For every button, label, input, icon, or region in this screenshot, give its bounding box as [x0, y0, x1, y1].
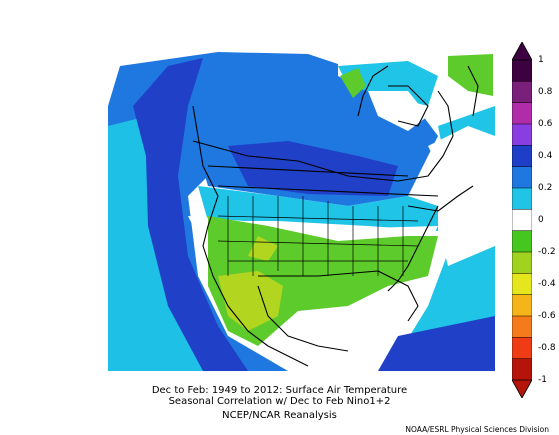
- caption-title: Dec to Feb: 1949 to 2012: Surface Air Te…: [151, 385, 408, 396]
- credit-text: NOAA/ESRL Physical Sciences Division: [405, 425, 549, 434]
- colorbar-tick-label: 0: [538, 215, 544, 225]
- colorbar-tick-label: -0.4: [538, 279, 556, 289]
- colorbar-tick-label: -0.8: [538, 343, 556, 353]
- colorbar-tick-label: 0.4: [538, 151, 553, 161]
- colorbar-segment: [512, 145, 532, 168]
- colorbar-tick-label: -0.2: [538, 247, 556, 257]
- colorbar-bottom-arrow: [512, 379, 532, 398]
- arctic-cyan: [338, 61, 438, 106]
- colorbar-segment: [512, 81, 532, 104]
- colorbar-tick-label: 0.6: [538, 119, 553, 129]
- atlantic-deep: [378, 316, 495, 371]
- coastlines: [192, 65, 479, 367]
- arctic-green: [340, 68, 366, 98]
- caption-subtitle: Seasonal Correlation w/ Dec to Feb Nino1…: [168, 396, 391, 407]
- colorbar-tick-label: 0.2: [538, 183, 553, 193]
- colorbar-segment: [512, 123, 532, 146]
- colorbar-segment: [512, 59, 532, 82]
- colorbar-tick-label: 1: [538, 55, 544, 65]
- caption-source: NCEP/NCAR Reanalysis: [222, 410, 337, 421]
- colorbar-tick-label: -0.6: [538, 311, 556, 321]
- arctic-green-2: [448, 54, 493, 96]
- colorbar-segment: [512, 273, 532, 296]
- colorbar-segment: [512, 166, 532, 189]
- colorbar-tick-label: -1: [538, 375, 547, 385]
- colorbar: [512, 42, 532, 398]
- colorbar-tick-label: 0.8: [538, 87, 553, 97]
- colorbar-segment: [512, 209, 532, 232]
- colorbar-segment: [512, 102, 532, 125]
- colorbar-segment: [512, 315, 532, 338]
- colorbar-segment: [512, 294, 532, 317]
- colorbar-segment: [512, 251, 532, 274]
- pacific-deep-band: [133, 58, 248, 371]
- colorbar-segment: [512, 230, 532, 253]
- colorbar-segment: [512, 187, 532, 210]
- colorbar-top-arrow: [512, 42, 532, 61]
- us-yellow-green: [218, 271, 283, 331]
- colorbar-segment: [512, 358, 532, 381]
- state-borders: [217, 196, 419, 276]
- colorbar-segment: [512, 337, 532, 360]
- colorbar-segments: [512, 59, 532, 381]
- atlantic-white: [428, 126, 495, 266]
- canada-deep: [228, 141, 398, 196]
- hudson-white: [368, 91, 428, 131]
- correlation-map: [108, 46, 495, 371]
